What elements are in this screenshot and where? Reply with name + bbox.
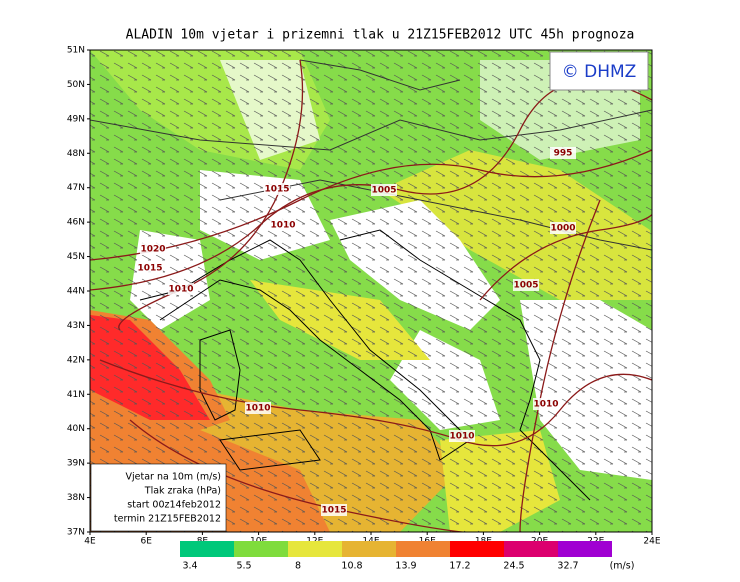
isobar-label: 1015 xyxy=(264,185,289,195)
isobar-label-bg xyxy=(550,147,576,159)
map-field xyxy=(90,50,652,532)
legend-label: 8 xyxy=(295,561,301,572)
legend-label: 17.2 xyxy=(449,561,470,572)
isobar-label-bg xyxy=(168,283,194,295)
title: ALADIN 10m vjetar i prizemni tlak u 21Z1… xyxy=(126,28,635,43)
isobar-label: 1000 xyxy=(550,224,575,234)
lon-label: 6E xyxy=(140,537,152,547)
isobar-label: 1020 xyxy=(140,245,165,255)
isobar-label: 995 xyxy=(554,149,573,159)
legend-swatch xyxy=(288,541,342,557)
lat-label: 38N xyxy=(67,493,85,503)
lat-label: 37N xyxy=(67,528,85,538)
isobar-label: 1015 xyxy=(137,264,162,274)
legend-label: 3.4 xyxy=(182,561,197,572)
logo: © DHMZ xyxy=(562,62,637,82)
legend-label: 24.5 xyxy=(503,561,524,572)
isobar-label-bg xyxy=(533,398,559,410)
lat-label: 50N xyxy=(67,80,85,90)
isobar-label: 1010 xyxy=(245,404,270,414)
logo-box xyxy=(549,51,649,91)
lat-label: 40N xyxy=(67,424,85,434)
isobar-label-bg xyxy=(137,262,163,274)
legend-swatch xyxy=(234,541,288,557)
isobar-label: 1010 xyxy=(168,285,193,295)
legend-swatch xyxy=(342,541,396,557)
legend: 3.4 5.5 8 10.8 13.9 17.2 24.5 32.7 (m/s) xyxy=(180,541,634,572)
lat-label: 49N xyxy=(67,114,85,124)
isobar-label-bg xyxy=(270,219,296,231)
info-line: start 00z14feb2012 xyxy=(127,500,221,511)
lat-label: 45N xyxy=(67,252,85,262)
isobar-label: 1005 xyxy=(513,281,538,291)
lat-label: 48N xyxy=(67,149,85,159)
isobar-label-bg xyxy=(550,222,576,234)
lat-label: 42N xyxy=(67,355,85,365)
lat-label: 44N xyxy=(67,287,85,297)
isobar-label: 1005 xyxy=(371,186,396,196)
info-box xyxy=(90,463,227,532)
legend-swatch xyxy=(504,541,558,557)
legend-label: 32.7 xyxy=(557,561,578,572)
legend-swatch xyxy=(450,541,504,557)
legend-label: 10.8 xyxy=(341,561,362,572)
isobar-labels: 995 1005 1015 1010 1000 1020 1015 1010 1005 1010 1… xyxy=(137,147,576,516)
legend-label: 13.9 xyxy=(395,561,416,572)
legend-swatch xyxy=(558,541,612,557)
isobar-label: 1010 xyxy=(270,221,295,231)
isobar-label-bg xyxy=(140,243,166,255)
lat-label: 39N xyxy=(67,459,85,469)
isobar-label-bg xyxy=(449,430,475,442)
info-line: Vjetar na 10m (m/s) xyxy=(126,472,222,483)
lat-label: 46N xyxy=(67,218,85,228)
lat-label: 43N xyxy=(67,321,85,331)
legend-label: 5.5 xyxy=(236,561,251,572)
isobar-label-bg xyxy=(371,184,397,196)
isobar-label-bg xyxy=(245,402,271,414)
lat-label: 47N xyxy=(67,183,85,193)
isobar-label-bg xyxy=(264,183,290,195)
isobar-label: 1010 xyxy=(533,400,558,410)
isobar-label-bg xyxy=(513,279,539,291)
legend-unit: (m/s) xyxy=(610,561,635,572)
lon-label: 24E xyxy=(643,537,660,547)
isobar-label: 1015 xyxy=(321,506,346,516)
lat-label: 41N xyxy=(67,390,85,400)
lat-label: 51N xyxy=(67,46,85,56)
isobar-label-bg xyxy=(321,504,347,516)
info-line: Tlak zraka (hPa) xyxy=(144,486,221,497)
legend-swatch xyxy=(396,541,450,557)
info-line: termin 21Z15FEB2012 xyxy=(114,514,221,525)
lon-label: 4E xyxy=(84,537,96,547)
isobar-label: 1010 xyxy=(449,432,474,442)
legend-swatch xyxy=(180,541,234,557)
